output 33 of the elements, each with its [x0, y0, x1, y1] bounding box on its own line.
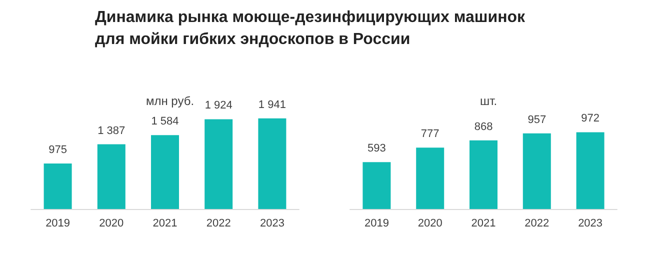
x-tick-label: 2019 [364, 218, 389, 230]
chart-title: Динамика рынка моюще-дезинфицирующих машинок для мойки гибких эндоскопов в России [95, 8, 526, 50]
bar [97, 144, 126, 209]
x-tick-label: 2023 [260, 218, 284, 230]
bar [576, 132, 604, 209]
x-tick-label: 2021 [471, 218, 496, 230]
data-label: 777 [420, 128, 440, 140]
x-tick-label: 2022 [206, 218, 231, 230]
bar [470, 140, 498, 209]
bar [258, 118, 286, 209]
data-label: 1 387 [98, 124, 126, 137]
data-label: 593 [368, 142, 386, 155]
data-label: 957 [528, 114, 546, 126]
bar [522, 133, 551, 209]
bar [204, 119, 233, 209]
bar [362, 162, 391, 209]
x-tick-label: 2022 [524, 218, 550, 230]
x-tick-label: 2023 [578, 218, 603, 230]
data-label: 868 [474, 120, 493, 133]
chart-subtitle: шт. [480, 94, 498, 108]
bar [416, 148, 444, 209]
data-label: 972 [581, 112, 600, 125]
x-tick-label: 2020 [418, 218, 442, 230]
data-label: 1 941 [258, 98, 286, 111]
bar [151, 135, 179, 209]
x-tick-label: 2019 [46, 218, 70, 230]
data-label: 975 [48, 144, 67, 156]
x-tick-label: 2021 [152, 218, 178, 230]
data-label: 1 924 [204, 100, 232, 112]
x-tick-label: 2020 [99, 218, 124, 230]
data-label: 1 584 [151, 116, 179, 128]
bar [44, 164, 72, 209]
chart-subtitle: млн руб. [146, 94, 194, 108]
